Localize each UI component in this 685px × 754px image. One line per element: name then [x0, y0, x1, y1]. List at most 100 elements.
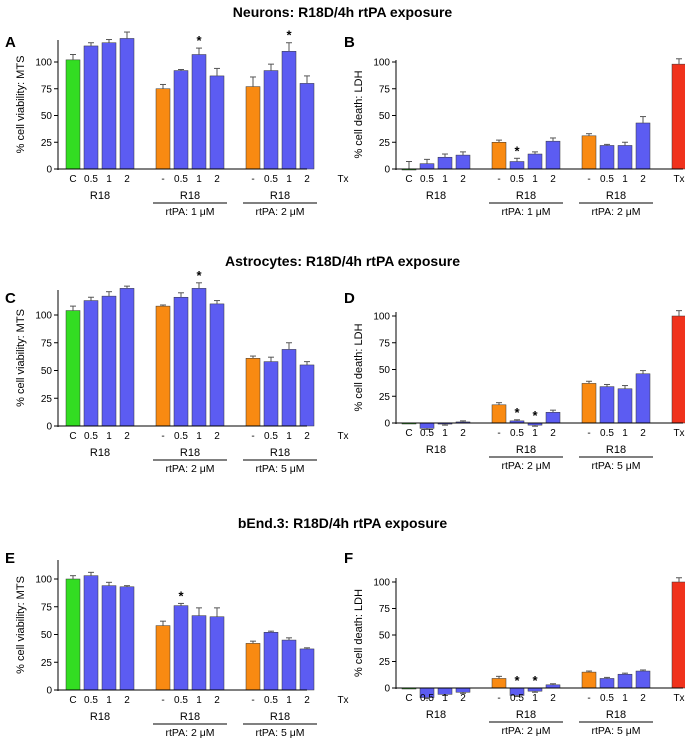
y-axis-label: % cell death: LDH	[353, 70, 365, 158]
x-tick-label: 0.5	[510, 428, 524, 439]
bar	[65, 310, 81, 427]
bar	[509, 161, 525, 170]
y-tick-label: 25	[41, 138, 53, 149]
x-tick-label: 1	[622, 174, 628, 185]
y-tick-label: 50	[41, 111, 53, 122]
y-tick-label: 100	[373, 58, 390, 69]
x-tick-label: C	[405, 174, 412, 185]
bar	[635, 373, 651, 424]
panel-letter-a: A	[5, 34, 16, 51]
x-tick-label: -	[587, 428, 590, 439]
x-tick-label: 0.5	[174, 431, 188, 442]
x-tick-label: C	[69, 695, 76, 706]
y-tick-label: 50	[41, 630, 53, 641]
significance-star: *	[196, 33, 202, 48]
x-tick-label: 2	[460, 174, 466, 185]
bar	[155, 88, 171, 170]
y-tick-label: 100	[35, 58, 52, 69]
significance-star: *	[532, 408, 538, 423]
x-tick-label: Tx	[337, 695, 348, 706]
x-tick-label: 2	[460, 693, 466, 704]
bar	[671, 63, 685, 170]
y-tick-label: 0	[384, 684, 390, 695]
y-tick-label: 0	[46, 422, 52, 433]
bar	[581, 135, 597, 170]
bar	[119, 38, 135, 170]
x-tick-label: 1	[442, 428, 448, 439]
panel-letter-d: D	[344, 290, 355, 307]
group-label: R18	[270, 190, 290, 202]
x-tick-label: 0.5	[264, 174, 278, 185]
x-tick-label: C	[69, 174, 76, 185]
x-tick-label: 0.5	[264, 695, 278, 706]
y-tick-label: 75	[41, 84, 53, 95]
x-tick-label: -	[161, 431, 164, 442]
group-sublabel: rtPA: 1 μM	[501, 206, 550, 218]
bar	[437, 156, 453, 170]
bar	[491, 142, 507, 170]
group-label: R18	[426, 709, 446, 721]
x-tick-label: 0.5	[510, 693, 524, 704]
x-tick-label: 2	[124, 695, 130, 706]
y-tick-label: 100	[35, 575, 52, 586]
x-tick-label: 1	[622, 693, 628, 704]
group-label: R18	[606, 190, 626, 202]
x-tick-label: 1	[106, 695, 112, 706]
x-tick-label: -	[587, 693, 590, 704]
bar	[83, 575, 99, 691]
y-tick-label: 100	[373, 578, 390, 589]
bar	[635, 122, 651, 170]
x-tick-label: 0.5	[600, 693, 614, 704]
x-tick-label: 1	[286, 174, 292, 185]
x-tick-label: C	[69, 431, 76, 442]
x-tick-label: Tx	[673, 428, 684, 439]
group-sublabel: rtPA: 2 μM	[501, 725, 550, 737]
group-sublabel: rtPA: 1 μM	[165, 206, 214, 218]
bar	[455, 687, 471, 693]
bar	[101, 585, 117, 691]
bar	[581, 383, 597, 424]
x-tick-label: 1	[196, 174, 202, 185]
x-tick-label: Tx	[337, 431, 348, 442]
x-tick-label: 2	[640, 174, 646, 185]
y-axis-label: % cell viability: MTS	[15, 576, 27, 674]
bar	[65, 59, 81, 170]
bar	[599, 386, 615, 424]
x-tick-label: C	[405, 428, 412, 439]
panel-letter-e: E	[5, 550, 16, 567]
bar	[281, 51, 297, 170]
bar	[281, 349, 297, 427]
y-tick-label: 75	[41, 602, 53, 613]
x-tick-label: 2	[550, 428, 556, 439]
panel-letter-c: C	[5, 290, 16, 307]
group-label: R18	[90, 447, 110, 459]
significance-star: *	[514, 405, 520, 420]
x-tick-label: 2	[124, 431, 130, 442]
x-tick-label: 1	[442, 693, 448, 704]
y-tick-label: 25	[379, 657, 391, 668]
bar	[263, 361, 279, 427]
group-sublabel: rtPA: 5 μM	[255, 463, 304, 475]
x-tick-label: -	[161, 174, 164, 185]
bar	[101, 42, 117, 170]
x-tick-label: 2	[304, 174, 310, 185]
group-label: R18	[426, 190, 446, 202]
x-tick-label: 1	[532, 174, 538, 185]
y-tick-label: 25	[41, 658, 53, 669]
y-tick-label: 75	[379, 604, 391, 615]
panel-letter-b: B	[344, 34, 355, 51]
x-tick-label: 2	[640, 693, 646, 704]
x-tick-label: 1	[532, 693, 538, 704]
x-tick-label: 0.5	[84, 695, 98, 706]
group-label: R18	[516, 444, 536, 456]
x-tick-label: 1	[622, 428, 628, 439]
group-label: R18	[270, 447, 290, 459]
bar	[299, 364, 315, 427]
bar	[191, 54, 207, 170]
x-tick-label: -	[587, 174, 590, 185]
x-tick-label: 1	[286, 695, 292, 706]
x-tick-label: Tx	[337, 174, 348, 185]
x-tick-label: 0.5	[420, 174, 434, 185]
group-sublabel: rtPA: 2 μM	[165, 463, 214, 475]
